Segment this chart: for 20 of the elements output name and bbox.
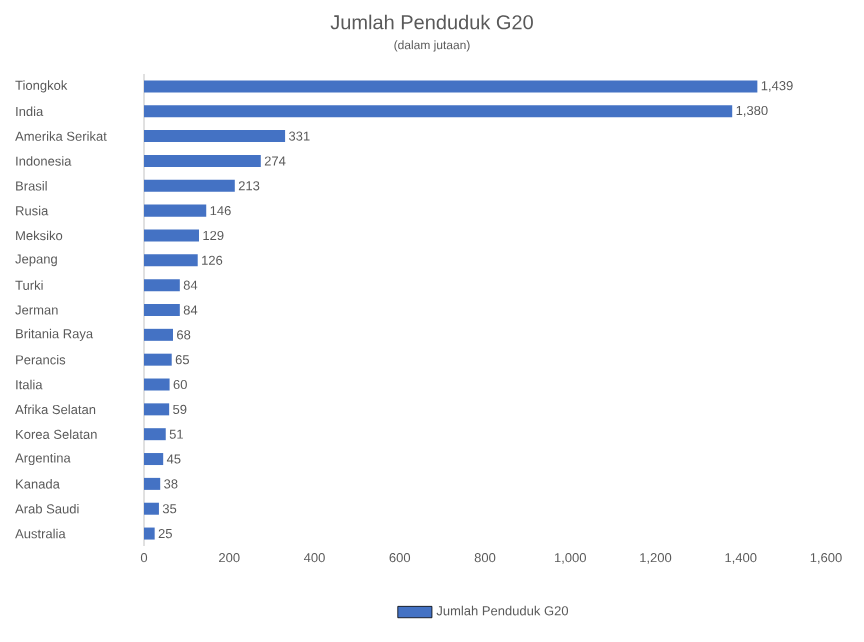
bar	[144, 254, 198, 267]
bar	[144, 403, 170, 416]
bar	[144, 328, 173, 341]
bar	[144, 105, 733, 118]
bar	[144, 130, 286, 143]
bar	[144, 229, 199, 242]
bar	[144, 428, 166, 441]
bar	[144, 477, 161, 490]
bar	[144, 80, 758, 93]
bar	[144, 279, 180, 292]
bar	[144, 527, 155, 540]
bar	[144, 179, 235, 192]
bar	[144, 353, 172, 366]
bar	[144, 204, 207, 217]
bar	[144, 378, 170, 391]
bar	[144, 154, 261, 167]
bar	[144, 502, 159, 515]
chart-title: Jumlah Penduduk G20	[330, 14, 533, 30]
bar	[144, 453, 164, 466]
bar	[144, 303, 180, 316]
